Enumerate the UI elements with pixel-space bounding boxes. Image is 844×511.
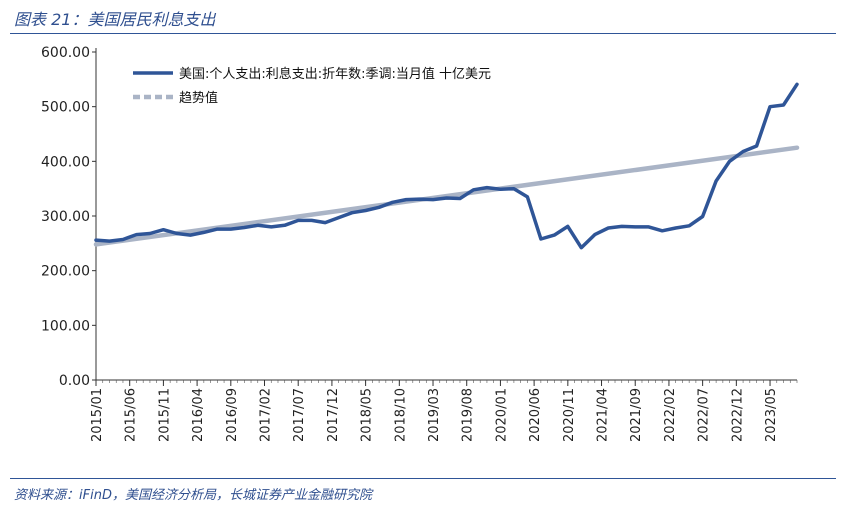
x-tick-label: 2019/08 [461, 388, 476, 442]
x-tick-label: 2020/11 [562, 388, 577, 442]
figure-title: 图表 21：美国居民利息支出 [14, 10, 216, 29]
y-tick-label: 100.00 [41, 318, 90, 334]
x-tick-label: 2016/09 [225, 388, 240, 442]
x-tick-label: 2022/07 [697, 388, 712, 442]
x-tick-label: 2017/02 [259, 388, 274, 442]
x-axis-ticks: 2015/01 2015/06 2015/11 2016/04 2016/09 2017/… [90, 380, 798, 442]
y-tick-label: 400.00 [41, 154, 90, 170]
y-tick-label: 0.00 [59, 373, 90, 389]
x-tick-label: 2015/11 [157, 388, 172, 442]
y-tick-label: 300.00 [41, 209, 90, 225]
x-tick-label: 2017/07 [292, 388, 307, 442]
x-tick-label: 2023/05 [764, 388, 779, 442]
y-tick-label: 600.00 [41, 45, 90, 61]
x-tick-label: 2018/10 [393, 388, 408, 442]
x-tick-label: 2021/09 [629, 388, 644, 442]
x-tick-label: 2018/05 [360, 388, 375, 442]
y-tick-label: 500.00 [41, 100, 90, 116]
x-tick-label: 2020/06 [528, 388, 543, 442]
x-tick-label: 2022/02 [663, 388, 678, 442]
x-tick-label: 2017/12 [326, 388, 341, 442]
legend-label-trend: 趋势值 [179, 90, 218, 106]
x-tick-label: 2015/06 [124, 388, 139, 442]
x-tick-label: 2016/04 [191, 388, 206, 442]
source-divider [10, 478, 836, 479]
series-lines [93, 82, 800, 250]
source-note: 资料来源：iFinD，美国经济分析局，长城证券产业金融研究院 [14, 488, 372, 503]
x-tick-label: 2022/12 [730, 388, 745, 442]
series-line-interest [94, 82, 799, 250]
x-tick-label: 2019/03 [427, 388, 442, 442]
series-line-trend [93, 145, 800, 247]
x-tick-label: 2021/04 [596, 388, 611, 442]
legend-label-interest: 美国:个人支出:利息支出:折年数:季调:当月值 十亿美元 [179, 66, 491, 82]
y-tick-label: 200.00 [41, 264, 90, 280]
y-axis-ticks: 0.00 100.00 200.00 300.00 400.00 500.00 600.00 [41, 45, 96, 389]
x-tick-label: 2015/01 [90, 388, 105, 442]
title-divider [10, 33, 836, 34]
x-tick-label: 2020/01 [494, 388, 509, 442]
